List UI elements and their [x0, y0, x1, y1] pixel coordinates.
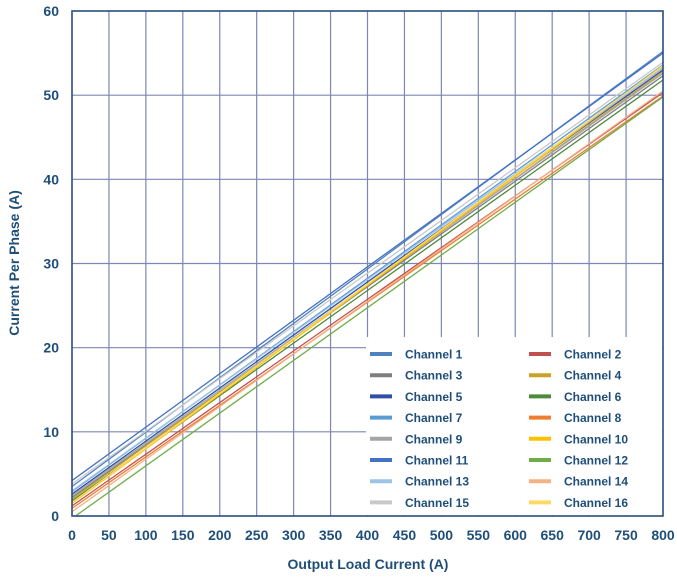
series-line-channel-8 — [72, 95, 663, 509]
y-tick-label: 60 — [43, 3, 59, 19]
legend-label: Channel 5 — [405, 390, 463, 404]
legend-label: Channel 13 — [405, 475, 469, 489]
legend-label: Channel 9 — [405, 432, 463, 446]
x-tick-label: 750 — [614, 527, 638, 543]
x-tick-label: 300 — [282, 527, 306, 543]
legend-label: Channel 1 — [405, 348, 463, 362]
x-tick-label: 250 — [245, 527, 269, 543]
legend-label: Channel 3 — [405, 369, 463, 383]
x-axis-title: Output Load Current (A) — [288, 556, 449, 572]
y-tick-label: 0 — [51, 508, 59, 524]
series-line-channel-16 — [72, 65, 663, 504]
legend-label: Channel 6 — [564, 390, 622, 404]
y-axis-title: Current Per Phase (A) — [6, 190, 22, 335]
y-tick-label: 10 — [43, 424, 59, 440]
legend-label: Channel 14 — [564, 475, 628, 489]
series-line-channel-11 — [72, 52, 663, 482]
series-line-channel-14 — [72, 90, 663, 513]
series-line-channel-15 — [72, 61, 663, 485]
x-tick-label: 450 — [393, 527, 417, 543]
x-tick-label: 350 — [319, 527, 343, 543]
legend-label: Channel 4 — [564, 369, 622, 383]
x-tick-label: 200 — [208, 527, 232, 543]
y-tick-label: 20 — [43, 340, 59, 356]
legend-label: Channel 10 — [564, 432, 628, 446]
x-tick-label: 50 — [101, 527, 117, 543]
x-tick-label: 800 — [651, 527, 675, 543]
legend-label: Channel 7 — [405, 411, 463, 425]
x-tick-label: 400 — [356, 527, 380, 543]
legend-label: Channel 2 — [564, 348, 622, 362]
legend-label: Channel 11 — [405, 454, 469, 468]
x-tick-label: 550 — [467, 527, 491, 543]
series-line-channel-12 — [74, 96, 663, 516]
x-tick-label: 150 — [171, 527, 195, 543]
legend-label: Channel 8 — [564, 411, 622, 425]
legend-label: Channel 16 — [564, 496, 628, 510]
legend-label: Channel 12 — [564, 454, 628, 468]
y-tick-label: 40 — [43, 171, 59, 187]
legend-background — [366, 337, 662, 515]
x-tick-label: 500 — [430, 527, 454, 543]
x-tick-label: 0 — [68, 527, 76, 543]
plot-frame — [71, 10, 664, 517]
x-tick-label: 700 — [577, 527, 601, 543]
y-tick-label: 30 — [43, 256, 59, 272]
series-line-channel-10 — [72, 66, 663, 504]
x-tick-label: 650 — [541, 527, 565, 543]
x-tick-label: 100 — [134, 527, 158, 543]
legend-label: Channel 15 — [405, 496, 469, 510]
x-tick-label: 600 — [504, 527, 528, 543]
y-tick-label: 50 — [43, 87, 59, 103]
tick-layer: 0 50 100 150 200 250 300 350 400 450 500 550 600 650 7… — [43, 3, 674, 543]
series-layer — [72, 50, 663, 516]
legend: Channel 1 Channel 2 Channel 3 Channel 4 Chan… — [366, 337, 662, 515]
